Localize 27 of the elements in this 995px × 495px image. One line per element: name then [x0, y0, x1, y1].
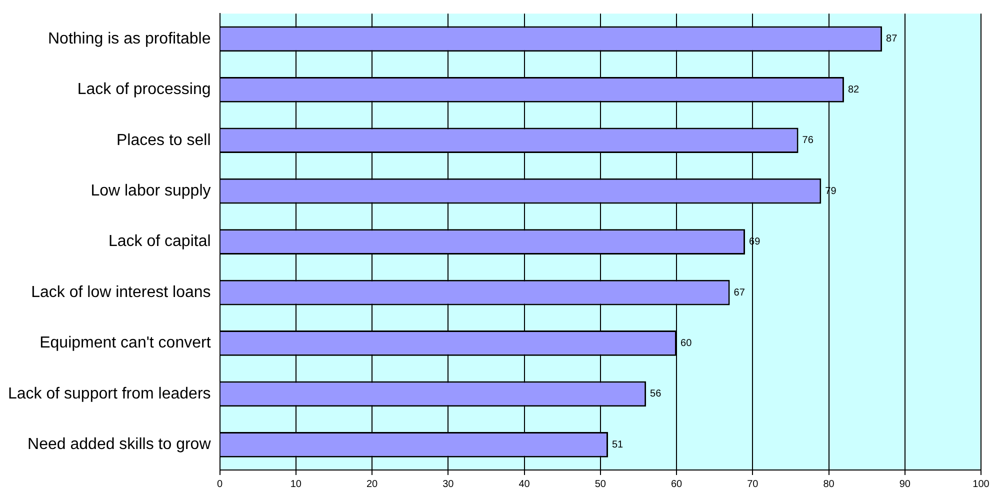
data-label: 76 — [802, 135, 814, 146]
data-label: 67 — [734, 287, 746, 298]
x-tick-label: 80 — [823, 478, 835, 490]
y-tick-label: Places to sell — [116, 132, 211, 149]
x-tick-label: 20 — [366, 478, 378, 490]
y-tick-label: Lack of low interest loans — [31, 284, 211, 301]
data-label: 60 — [680, 338, 692, 349]
x-tick-label: 90 — [899, 478, 911, 490]
data-label: 87 — [886, 34, 898, 45]
y-tick-label: Need added skills to grow — [28, 436, 212, 454]
data-label: 82 — [848, 84, 860, 96]
x-tick-label: 60 — [670, 478, 683, 490]
x-tick-label: 100 — [972, 478, 990, 490]
y-tick-label: Low labor supply — [90, 182, 211, 200]
x-tick-label: 10 — [290, 478, 302, 490]
y-tick-label: Nothing is as profitable — [48, 30, 211, 48]
y-tick-label: Lack of support from leaders — [8, 385, 211, 402]
x-tick-label: 50 — [594, 478, 606, 490]
x-tick-label: 0 — [216, 478, 223, 490]
data-label: 51 — [612, 439, 624, 450]
data-label: 56 — [650, 388, 662, 400]
y-tick-label: Lack of processing — [77, 81, 211, 98]
x-tick-label: 40 — [518, 478, 530, 490]
x-tick-label: 70 — [747, 478, 759, 490]
y-tick-label: Lack of capital — [108, 233, 211, 250]
y-tick-label: Equipment can't convert — [40, 334, 212, 352]
x-tick-label: 30 — [442, 478, 454, 490]
